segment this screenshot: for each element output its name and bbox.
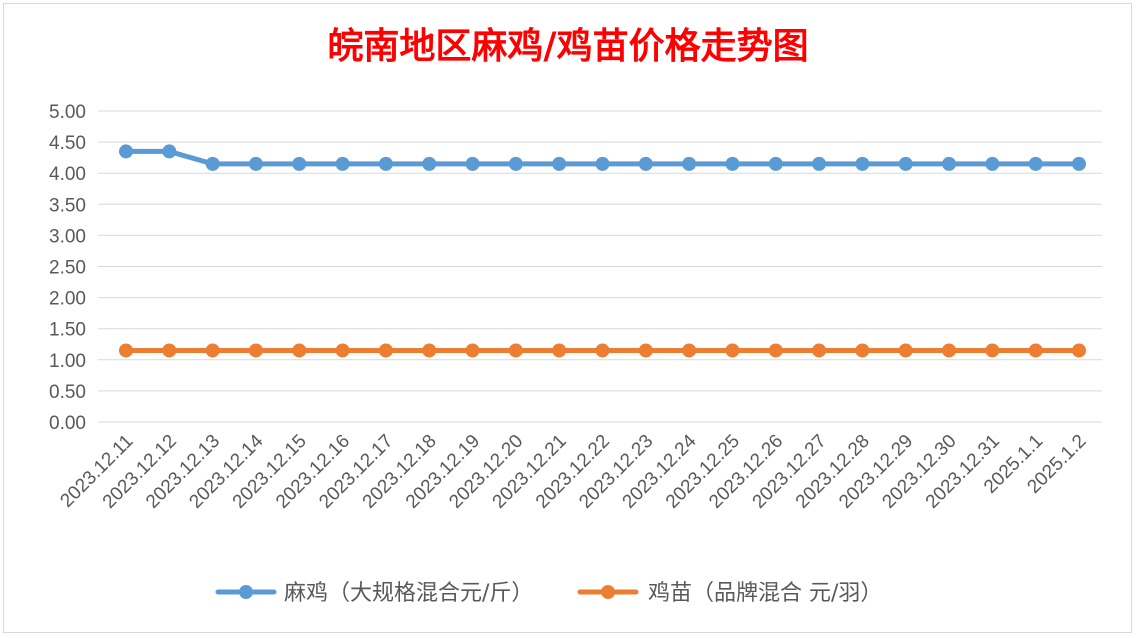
data-point: [812, 156, 827, 171]
data-point: [378, 156, 393, 171]
data-point: [768, 156, 783, 171]
data-point: [898, 343, 913, 358]
x-axis-tick-labels: 2023.12.112023.12.122023.12.132023.12.14…: [56, 430, 1090, 512]
data-point: [985, 343, 1000, 358]
y-tick-label: 0.00: [49, 413, 86, 434]
y-tick-label: 0.50: [49, 382, 86, 403]
legend: 麻鸡（大规格混合元/斤） 鸡苗（品牌混合 元/羽）: [215, 581, 882, 606]
y-tick-label: 3.00: [49, 226, 86, 247]
data-point: [119, 343, 133, 358]
data-point: [1028, 343, 1043, 358]
y-tick-label: 4.00: [49, 164, 86, 185]
y-axis-tick-labels: 0.00 0.50 1.00 1.50 2.00 2.50 3.00 3.50 4.00 4.50…: [49, 102, 86, 434]
data-point: [682, 343, 697, 358]
data-point: [378, 343, 393, 358]
data-point: [682, 156, 697, 171]
gridlines: [98, 110, 1102, 423]
data-point: [465, 156, 480, 171]
data-point: [725, 343, 740, 358]
data-point: [595, 156, 610, 171]
data-point: [335, 156, 350, 171]
chart-title: 皖南地区麻鸡/鸡苗价格走势图: [327, 25, 808, 67]
legend-label: 鸡苗（品牌混合 元/羽）: [648, 581, 882, 606]
data-point: [248, 343, 263, 358]
y-tick-label: 1.50: [49, 320, 86, 341]
y-tick-label: 4.50: [49, 133, 86, 154]
data-point: [292, 156, 307, 171]
series-group: [119, 144, 1086, 358]
data-point: [248, 156, 263, 171]
data-point: [898, 156, 913, 171]
data-point: [855, 156, 870, 171]
data-point: [162, 144, 177, 159]
data-point: [1072, 156, 1086, 171]
data-point: [205, 156, 220, 171]
y-tick-label: 3.50: [49, 195, 86, 216]
data-point: [422, 343, 437, 358]
data-point: [552, 343, 567, 358]
y-tick-label: 5.00: [49, 102, 86, 123]
data-point: [465, 343, 480, 358]
data-point: [942, 343, 957, 358]
data-point: [552, 156, 567, 171]
legend-point-marker: [601, 585, 615, 599]
data-point: [292, 343, 307, 358]
data-point: [335, 343, 350, 358]
data-point: [205, 343, 220, 358]
data-point: [119, 144, 133, 159]
data-point: [508, 156, 523, 171]
legend-point-marker: [239, 585, 253, 599]
data-point: [812, 343, 827, 358]
y-tick-label: 1.00: [49, 351, 86, 372]
data-point: [768, 343, 783, 358]
data-point: [1028, 156, 1043, 171]
data-point: [855, 343, 870, 358]
data-point: [942, 156, 957, 171]
data-point: [162, 343, 177, 358]
data-point: [725, 156, 740, 171]
data-point: [1072, 343, 1086, 358]
data-point: [638, 156, 653, 171]
chart-frame: [3, 3, 1132, 633]
data-point: [638, 343, 653, 358]
data-point: [422, 156, 437, 171]
legend-label: 麻鸡（大规格混合元/斤）: [284, 581, 533, 606]
y-tick-label: 2.50: [49, 258, 86, 279]
data-point: [595, 343, 610, 358]
data-point: [985, 156, 1000, 171]
data-point: [508, 343, 523, 358]
y-tick-label: 2.00: [49, 289, 86, 310]
